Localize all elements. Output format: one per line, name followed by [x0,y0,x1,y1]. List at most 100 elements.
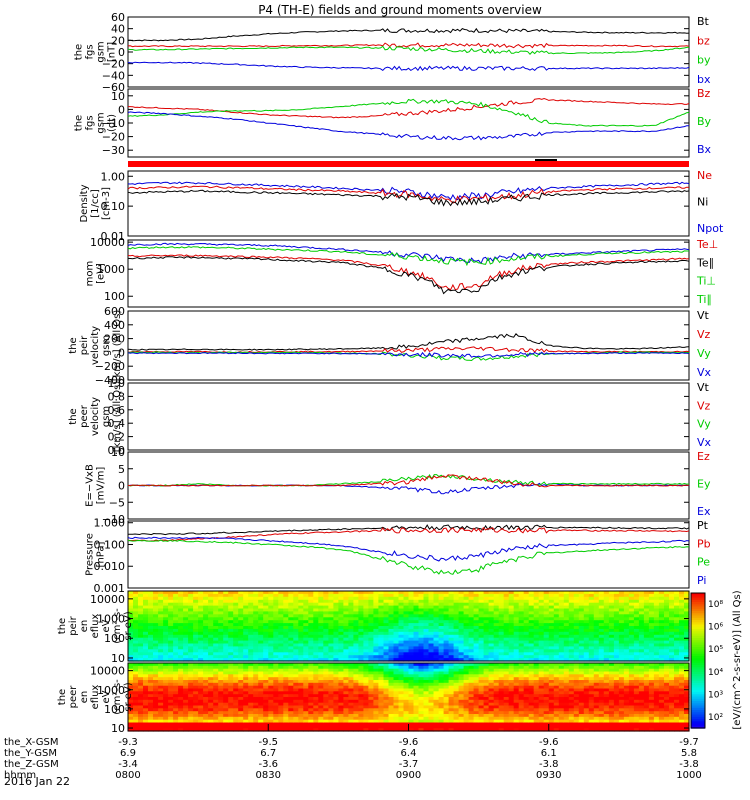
heatmap-cell [608,646,615,650]
heatmap-cell [178,674,184,678]
heatmap-cell [378,634,384,639]
heatmap-cell [343,652,349,656]
heatmap-cell [393,688,400,692]
heatmap-cell [618,626,625,630]
heatmap-cell [298,708,304,712]
heatmap-cell [173,637,179,642]
heatmap-cell [498,705,505,709]
heatmap-cell [223,631,229,636]
heatmap-cell [183,596,189,601]
heatmap-cell [363,677,369,681]
heatmap-cell [438,631,445,636]
heatmap-cell [308,697,314,701]
heatmap-cell [258,719,264,724]
heatmap-cell [438,702,445,707]
heatmap-cell [178,626,184,630]
heatmap-cell [178,655,184,659]
heatmap-cell [664,608,670,612]
ytick-label: 100 [104,290,125,303]
heatmap-cell [608,611,615,615]
heatmap-cell [558,646,565,650]
heatmap-cell [383,646,390,650]
series-line [127,185,690,204]
heatmap-cell [278,728,284,732]
heatmap-cell [293,591,299,595]
heatmap-cell [238,631,244,636]
heatmap-cell [488,685,495,690]
heatmap-cell [413,702,420,707]
heatmap-cell [553,665,560,670]
heatmap-cell [243,640,249,645]
heatmap-cell [558,655,565,659]
heatmap-cell [183,716,189,721]
heatmap-cell [193,722,199,726]
heatmap-cell [303,628,309,633]
heatmap-cell [553,680,560,684]
heatmap-cell [248,716,254,721]
heatmap-cell [223,637,229,642]
heatmap-cell [408,694,415,698]
heatmap-cell [558,637,565,642]
heatmap-cell [343,602,349,607]
heatmap-cell [253,605,259,610]
heatmap-cell [303,725,309,729]
heatmap-cell [423,668,430,673]
heatmap-cell [478,623,485,627]
heatmap-cell [588,593,595,598]
heatmap-cell [573,608,580,612]
heatmap-cell [373,725,379,729]
heatmap-cell [243,617,249,621]
series-line [127,42,690,49]
heatmap-cell [323,593,329,598]
heatmap-cell [263,643,269,647]
heatmap-cell [253,688,259,692]
heatmap-cell [173,677,179,681]
heatmap-cell [583,634,590,639]
heatmap-cell [288,671,294,675]
heatmap-cell [258,593,264,598]
heatmap-cell [318,697,324,701]
heatmap-cell [413,722,420,726]
heatmap-cell [463,728,470,732]
heatmap-cell [143,705,149,709]
heatmap-cell [163,708,169,712]
heatmap-cell [438,626,445,630]
heatmap-cell [538,614,545,618]
heatmap-cell [143,711,149,715]
heatmap-cell [133,680,139,684]
heatmap-cell [458,697,465,701]
legend-entry: Pe [697,556,710,569]
heatmap-cell [328,652,334,656]
heatmap-cell [498,694,505,698]
heatmap-cell [158,611,164,615]
heatmap-cell [213,591,219,595]
series-line [127,333,690,351]
heatmap-cell [153,637,159,642]
heatmap-cell [658,593,665,598]
heatmap-cell [628,637,635,642]
heatmap-cell [648,649,655,653]
heatmap-cell [528,668,535,673]
heatmap-cell [318,646,324,650]
heatmap-cell [303,614,309,618]
heatmap-cell [548,682,555,687]
heatmap-cell [458,674,465,678]
heatmap-cell [433,637,440,642]
heatmap-cell [268,643,274,647]
heatmap-cell [393,655,400,659]
heatmap-cell [218,623,224,627]
heatmap-cell [183,599,189,604]
heatmap-cell [433,691,440,695]
heatmap-cell [128,714,134,718]
heatmap-cell [408,652,415,656]
heatmap-cell [628,658,635,662]
heatmap-cell [223,591,229,595]
heatmap-cell [263,646,269,650]
heatmap-cell [373,688,379,692]
heatmap-cell [493,640,500,645]
heatmap-cell [208,728,214,732]
heatmap-cell [333,655,339,659]
heatmap-cell [258,688,264,692]
heatmap-cell [413,614,420,618]
